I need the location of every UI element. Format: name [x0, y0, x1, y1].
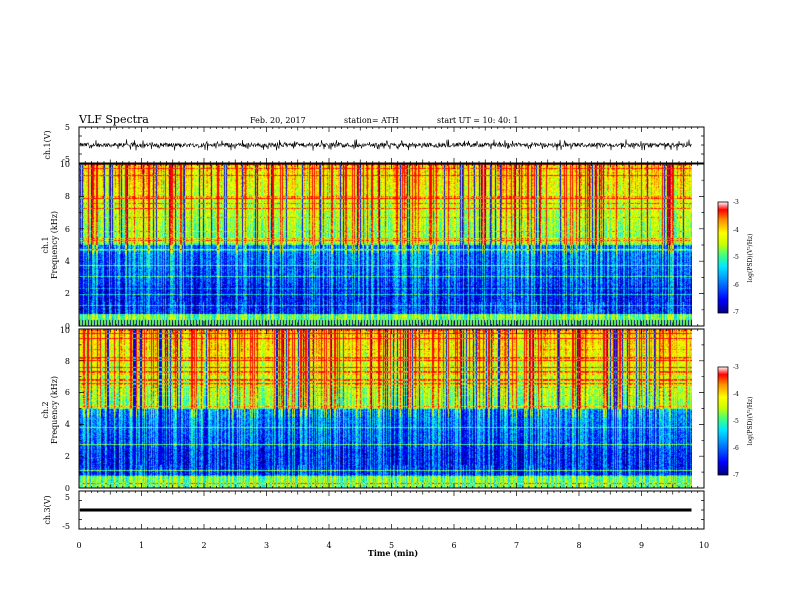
x-tick-label: 4 [326, 541, 331, 550]
ch2-ytick-8: 8 [65, 357, 70, 366]
ch2-colorbar-label: log(PSD)(V²/Hz) [747, 397, 754, 446]
ch2-spectrogram-ylabel-channel: ch.2 [41, 401, 50, 418]
ch1-ytick-top: 5 [65, 123, 70, 132]
ch1-ytick-0: 0 [65, 322, 70, 331]
panel-ch1-spectrogram: 0 2 4 6 8 10 ch.1 Frequency (kHz) -3 -4 … [41, 160, 754, 331]
ch2-colorbar [717, 366, 729, 476]
ch2-colorbar-tick-m6: -6 [733, 445, 739, 452]
panel-ch1-waveform: 5 -5 ch.1(V) [43, 123, 705, 164]
ch1-ytick-10: 10 [60, 160, 70, 169]
ch1-ytick-4: 4 [65, 257, 70, 266]
figure-title: VLF Spectra [78, 113, 149, 126]
ch1-colorbar-tick-m7: -7 [733, 309, 739, 316]
x-tick-label: 9 [639, 541, 644, 550]
ch3-waveform-ylabel: ch.3(V) [43, 495, 52, 524]
ch2-ytick-0: 0 [65, 484, 70, 493]
x-tick-label: 6 [451, 541, 456, 550]
figure-date: Feb. 20, 2017 [250, 116, 306, 125]
ch1-spectrogram-image [79, 164, 692, 326]
x-tick-label: 1 [139, 541, 144, 550]
ch1-colorbar-tick-m6: -6 [733, 282, 739, 289]
x-tick-label: 5 [389, 541, 394, 550]
ch1-ytick-bottom: -5 [62, 155, 70, 164]
ch2-ytick-4: 4 [65, 420, 70, 429]
ch3-ytick-bottom: -5 [62, 522, 70, 531]
ch1-colorbar-tick-m3: -3 [733, 199, 739, 206]
x-tick-label: 0 [76, 541, 81, 550]
ch2-colorbar-tick-m7: -7 [733, 472, 739, 479]
ch2-colorbar-tick-m3: -3 [733, 364, 739, 371]
ch1-waveform-trace [79, 139, 692, 151]
panel-ch2-spectrogram: 0 2 4 6 8 10 ch.2 Frequency (kHz) -3 -4 … [41, 326, 754, 493]
ch1-colorbar-label: log(PSD)(V²/Hz) [747, 234, 754, 283]
ch1-colorbar-tick-m4: -4 [733, 227, 739, 234]
ch2-colorbar-tick-m4: -4 [733, 391, 739, 398]
x-tick-label: 10 [699, 541, 709, 550]
figure-start-time: start UT = 10: 40: 1 [437, 116, 518, 125]
ch1-spectrogram-ylabel-channel: ch.1 [41, 236, 50, 253]
ch2-ytick-10: 10 [60, 326, 70, 335]
ch1-colorbar-tick-m5: -5 [733, 254, 739, 261]
x-tick-label: 8 [576, 541, 581, 550]
ch2-colorbar-tick-m5: -5 [733, 418, 739, 425]
ch1-spectrogram-ylabel-frequency: Frequency (kHz) [50, 211, 59, 279]
ch1-ytick-6: 6 [65, 225, 70, 234]
x-tick-label: 3 [264, 541, 269, 550]
figure-station: station= ATH [344, 116, 399, 125]
ch1-waveform-ylabel: ch.1(V) [43, 130, 52, 159]
ch3-waveform-trace [80, 508, 692, 512]
ch2-ytick-6: 6 [65, 388, 70, 397]
ch3-ytick-top: 5 [65, 493, 70, 502]
x-tick-label: 2 [201, 541, 206, 550]
ch2-ytick-2: 2 [65, 452, 70, 461]
ch1-colorbar [717, 201, 729, 314]
ch2-spectrogram-ylabel-frequency: Frequency (kHz) [50, 376, 59, 444]
x-axis-label: Time (min) [368, 548, 418, 558]
x-tick-label: 7 [514, 541, 519, 550]
axis-tick-marks [78, 126, 705, 530]
tick-marks [78, 126, 705, 530]
ch1-ytick-8: 8 [65, 192, 70, 201]
ch1-ytick-2: 2 [65, 289, 70, 298]
panel-ch3-waveform: 5 -5 ch.3(V) [43, 490, 705, 531]
ch2-spectrogram-image [79, 329, 692, 488]
x-axis: 0 1 2 3 4 5 6 7 8 9 10 Time (min) [76, 541, 709, 558]
